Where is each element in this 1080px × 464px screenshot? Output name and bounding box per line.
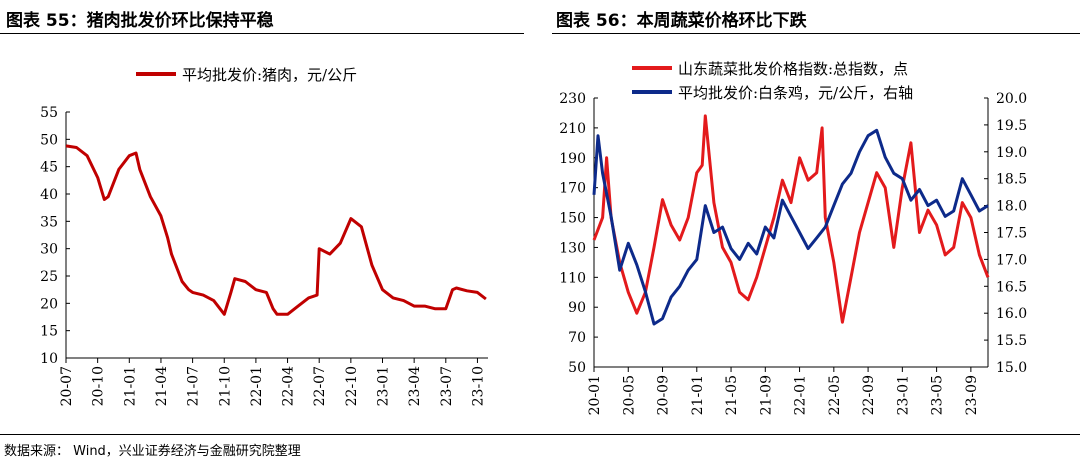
x-tick-label: 23-01 [895, 375, 911, 415]
chart-55-title: 图表 55：猪肉批发价环比保持平稳 [6, 11, 274, 31]
y-tick-label: 20 [40, 296, 58, 312]
y-tick-label: 10 [40, 351, 58, 367]
y2-tick-label: 16.0 [996, 306, 1027, 322]
y-tick-label: 70 [568, 330, 586, 346]
x-tick-label: 21-07 [186, 366, 202, 406]
x-tick-label: 21-04 [154, 366, 170, 406]
source-note: 数据来源： Wind，兴业证券经济与金融研究院整理 [4, 444, 301, 459]
x-tick-label: 20-07 [59, 366, 75, 406]
y-tick-label: 50 [40, 132, 58, 148]
y-tick-label: 15 [40, 324, 58, 340]
y2-tick-label: 17.0 [996, 252, 1027, 268]
vegetable-chicken-price-chart: 50 70 90 110 130 150 170 190 210 230 15.0 15.5 16.0 1… [559, 60, 1027, 415]
x-tick-label: 21-05 [724, 375, 740, 415]
chart-56-title-rule [552, 33, 1080, 34]
y2-tick-label: 20.0 [996, 91, 1027, 107]
y-tick-label: 210 [559, 121, 586, 137]
y2-tick-label: 15.0 [996, 360, 1027, 376]
x-tick-label: 23-01 [376, 366, 392, 406]
x-tick-label: 23-04 [407, 366, 423, 406]
x-tick-label: 21-01 [690, 375, 706, 415]
x-tick-label: 23-10 [470, 366, 486, 406]
x-tick-label: 20-05 [621, 375, 637, 415]
legend-label-1: 山东蔬菜批发价格指数:总指数，点 [678, 60, 908, 78]
y-tick-label: 40 [40, 187, 58, 203]
footer-rule [0, 434, 1080, 435]
y-tick-label: 50 [568, 360, 586, 376]
x-tick-label: 20-09 [656, 375, 672, 415]
chart-55-title-rule [0, 33, 524, 34]
y2-tick-label: 17.5 [996, 226, 1027, 242]
y-tick-label: 35 [40, 214, 58, 230]
y-tick-label: 150 [559, 211, 586, 227]
legend-label-2: 平均批发价:白条鸡，元/公斤，右轴 [678, 84, 913, 102]
x-tick-label: 20-10 [91, 366, 107, 406]
x-tick-label: 22-07 [312, 366, 328, 406]
y-tick-label: 130 [559, 240, 586, 256]
pork-price-chart: 10 15 20 25 30 35 40 45 50 55 20-07 20-10 21-01 21-04… [40, 66, 488, 406]
y2-tick-label: 15.5 [996, 333, 1027, 349]
x-tick-label: 23-07 [439, 366, 455, 406]
x-tick-label: 20-01 [587, 375, 603, 415]
x-tick-label: 22-10 [344, 366, 360, 406]
y2-tick-label: 19.0 [996, 145, 1027, 161]
legend-label-1: 平均批发价:猪肉，元/公斤 [182, 66, 357, 84]
y-tick-label: 25 [40, 269, 58, 285]
y-tick-label: 45 [40, 160, 58, 176]
x-tick-label: 21-10 [217, 366, 233, 406]
series-line-1 [592, 114, 990, 324]
y2-tick-label: 16.5 [996, 279, 1027, 295]
x-tick-label: 22-09 [861, 375, 877, 415]
x-tick-label: 22-01 [793, 375, 809, 415]
chart-56-title: 图表 56：本周蔬菜价格环比下跌 [556, 11, 807, 31]
y-tick-label: 230 [559, 91, 586, 107]
x-tick-label: 23-05 [930, 375, 946, 415]
x-tick-label: 21-01 [122, 366, 138, 406]
series-line-1 [65, 144, 487, 316]
x-tick-label: 22-05 [827, 375, 843, 415]
y-tick-label: 170 [559, 181, 586, 197]
y2-tick-label: 18.5 [996, 172, 1027, 188]
y2-tick-label: 18.0 [996, 199, 1027, 215]
y2-tick-label: 19.5 [996, 118, 1027, 134]
x-tick-label: 22-01 [249, 366, 265, 406]
y-tick-label: 110 [559, 270, 586, 286]
x-tick-label: 23-09 [964, 375, 980, 415]
y-tick-label: 30 [40, 242, 58, 258]
y-tick-label: 190 [559, 151, 586, 167]
series-line-2 [592, 128, 989, 326]
y-tick-label: 55 [40, 105, 58, 121]
x-tick-label: 21-09 [758, 375, 774, 415]
y-tick-label: 90 [568, 300, 586, 316]
x-tick-label: 22-04 [281, 366, 297, 406]
